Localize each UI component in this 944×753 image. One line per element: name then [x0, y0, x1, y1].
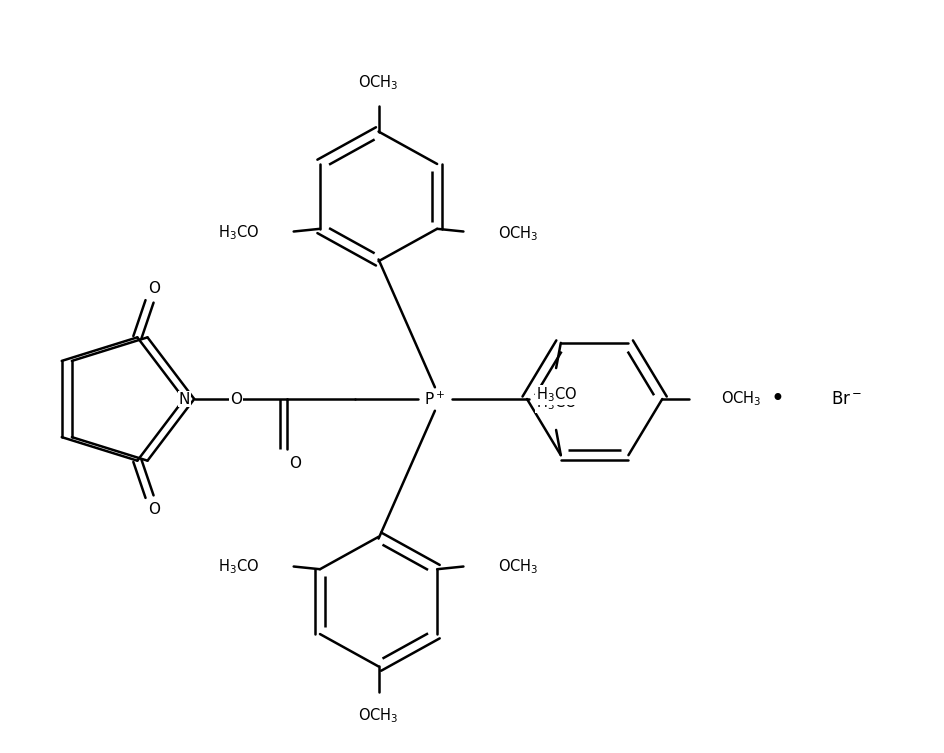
Text: O: O — [147, 501, 160, 517]
Text: OCH$_3$: OCH$_3$ — [497, 224, 538, 242]
Text: N: N — [178, 392, 190, 407]
Text: OCH$_3$: OCH$_3$ — [497, 557, 538, 576]
Text: O: O — [289, 456, 300, 471]
Text: OCH$_3$: OCH$_3$ — [358, 74, 398, 93]
Text: OCH$_3$: OCH$_3$ — [358, 706, 398, 725]
Text: O: O — [229, 392, 242, 407]
Text: •: • — [770, 387, 784, 411]
Text: O: O — [147, 282, 160, 296]
Text: P$^+$: P$^+$ — [424, 390, 445, 407]
Text: H$_3$CO: H$_3$CO — [218, 557, 259, 576]
Text: H$_3$CO: H$_3$CO — [218, 223, 259, 242]
Text: Br$^-$: Br$^-$ — [830, 390, 861, 408]
Text: OCH$_3$: OCH$_3$ — [720, 389, 761, 408]
Text: H$_3$CO: H$_3$CO — [535, 386, 576, 404]
Text: H$_3$CO: H$_3$CO — [535, 394, 576, 413]
